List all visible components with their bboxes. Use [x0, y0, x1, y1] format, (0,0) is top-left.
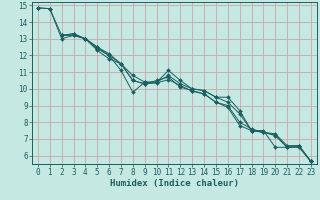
- X-axis label: Humidex (Indice chaleur): Humidex (Indice chaleur): [110, 179, 239, 188]
